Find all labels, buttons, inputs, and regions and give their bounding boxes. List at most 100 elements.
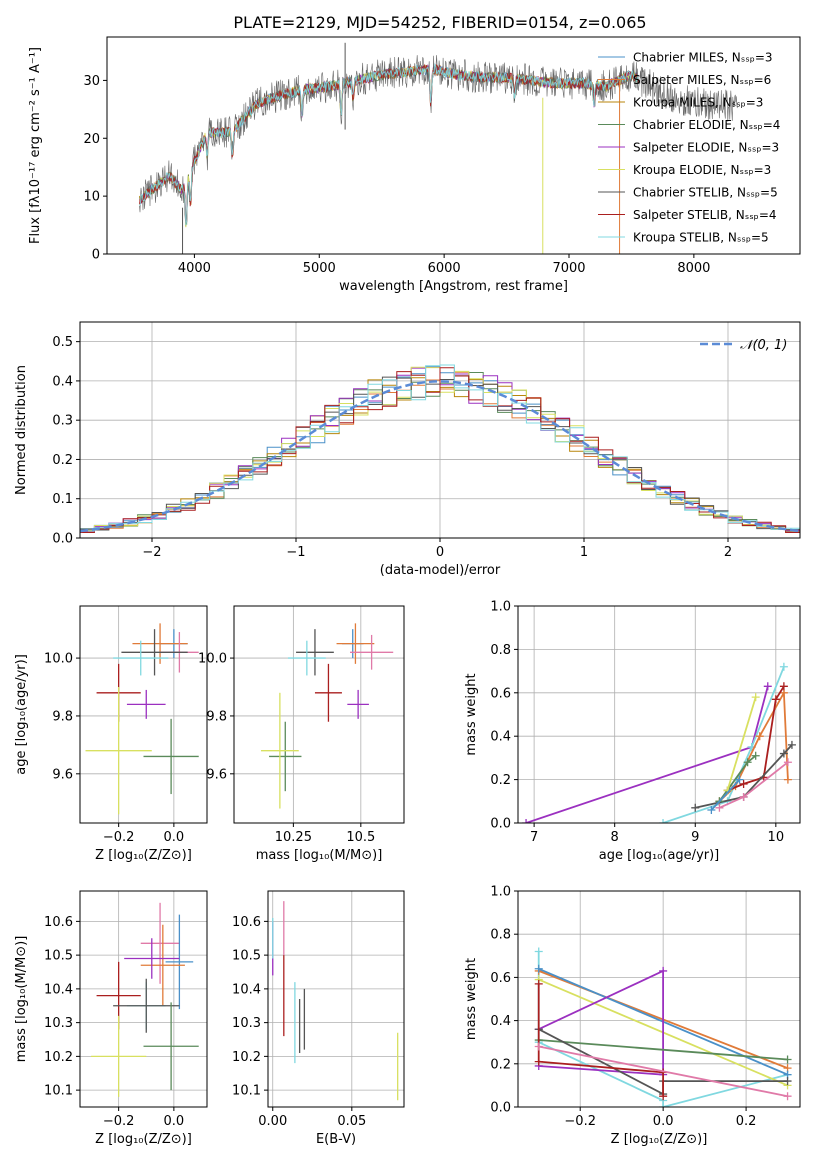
weight-marker-pink xyxy=(534,1042,543,1051)
y-tick-label: 10.4 xyxy=(232,982,261,997)
x-tick-label: 1 xyxy=(580,545,588,560)
y-tick-label: 1.0 xyxy=(490,600,511,615)
y-tick-label: 9.8 xyxy=(206,709,227,724)
figure-title: PLATE=2129, MJD=54252, FIBERID=0154, z=0… xyxy=(233,13,646,32)
y-axis-label: mass weight xyxy=(464,958,479,1040)
x-axis-label: Z [log₁₀(Z/Z⊙)] xyxy=(95,848,192,863)
weight-line-chabrier_elodie xyxy=(538,1039,788,1061)
y-tick-label: 9.6 xyxy=(206,767,227,782)
x-tick-label: −0.2 xyxy=(564,1114,596,1129)
panel-weight_vs_age: 7 8 9 10 0.0 0.2 0.4 0.6 0.8 1.0 age [log₁₀(age/yr… xyxy=(464,600,801,863)
weight-marker-kroupa_stelib xyxy=(779,662,788,671)
weight-marker-pink xyxy=(783,1092,792,1101)
axes-frame xyxy=(517,605,801,824)
x-axis-label: mass [log₁₀(M/M⊙)] xyxy=(256,848,383,863)
weight-marker-salpeter_stelib xyxy=(779,682,788,691)
y-tick-label: 10.1 xyxy=(44,1084,73,1099)
weight-marker-salpeter_miles xyxy=(755,732,764,741)
panel-spectrum: 4000 5000 6000 7000 8000 0 10 20 30 wavelength [A… xyxy=(28,36,801,294)
x-tick-label: 10 xyxy=(768,830,785,845)
weight-marker-salpeter_elodie xyxy=(763,682,772,691)
x-tick-label: 0.00 xyxy=(258,1114,287,1129)
x-tick-label: 0.0 xyxy=(653,1114,674,1129)
y-tick-label: 0.0 xyxy=(490,1101,511,1116)
plot-area-weight_vs_Z xyxy=(534,947,792,1107)
y-tick-label: 0.8 xyxy=(490,643,511,658)
x-axis-label: (data-model)/error xyxy=(380,563,501,578)
weight-marker-pink xyxy=(715,803,724,812)
axes-frame xyxy=(233,605,405,824)
y-tick-label: 0.4 xyxy=(52,374,73,389)
y-axis-label: mass weight xyxy=(464,673,479,755)
weight-line-kroupa_stelib xyxy=(662,666,785,823)
x-axis-label: E(B-V) xyxy=(316,1132,356,1147)
weight-marker-chabrier_miles xyxy=(707,805,716,814)
legend-label: Kroupa STELIB, Nₛₛₚ=5 xyxy=(633,231,769,245)
y-tick-label: 10.5 xyxy=(232,949,261,964)
y-tick-label: 10.6 xyxy=(232,915,261,930)
y-tick-label: 20 xyxy=(83,132,100,147)
panel-mass_vs_ebv: 0.00 0.05 10.1 10.2 10.3 10.4 10.5 10.6 E(B-V) xyxy=(232,890,405,1147)
panel-weight_vs_Z: −0.2 0.0 0.2 0.0 0.2 0.4 0.6 0.8 1.0 Z [log₁₀(Z/Z… xyxy=(464,885,801,1147)
y-tick-label: 0.5 xyxy=(52,335,73,350)
plot-area-mass_vs_Z xyxy=(91,902,199,1097)
plot-area-mass_vs_ebv xyxy=(272,901,399,1101)
x-tick-label: 7000 xyxy=(552,261,585,276)
x-tick-label: 9 xyxy=(691,830,699,845)
weight-marker-salpeter_stelib xyxy=(659,1092,668,1101)
y-tick-label: 10.3 xyxy=(232,1016,261,1031)
y-tick-label: 0 xyxy=(92,248,100,263)
x-tick-label: 2 xyxy=(724,545,732,560)
y-tick-label: 9.8 xyxy=(52,709,73,724)
x-axis-label: Z [log₁₀(Z/Z⊙)] xyxy=(95,1132,192,1147)
weight-line-salpeter_stelib xyxy=(537,983,664,1097)
spectrum-line xyxy=(139,65,639,227)
weight-marker-kroupa_stelib xyxy=(659,819,668,823)
x-tick-label: −2 xyxy=(142,545,161,560)
histogram-kroupa_stelib xyxy=(80,364,800,538)
x-tick-label: 6000 xyxy=(428,261,461,276)
normal-curve xyxy=(80,380,800,533)
weight-line-pink xyxy=(538,1045,788,1098)
x-axis-label: wavelength [Angstrom, rest frame] xyxy=(339,279,568,294)
y-tick-label: 0.1 xyxy=(52,492,73,507)
plot-area-age_vs_mass xyxy=(260,623,394,809)
y-tick-label: 0.6 xyxy=(490,971,511,986)
weight-marker-chabrier_stelib xyxy=(783,1077,792,1086)
legend-label: Salpeter STELIB, Nₛₛₚ=4 xyxy=(633,208,777,222)
y-tick-label: 0.6 xyxy=(490,686,511,701)
y-tick-label: 0.2 xyxy=(490,1057,511,1072)
plot-area-age_vs_Z xyxy=(85,623,199,815)
y-axis-label: mass [log₁₀(M/M⊙)] xyxy=(14,936,29,1063)
y-tick-label: 10.1 xyxy=(232,1084,261,1099)
legend-label: Chabrier MILES, Nₛₛₚ=3 xyxy=(633,51,773,65)
axes-frame xyxy=(79,605,208,824)
y-tick-label: 9.6 xyxy=(52,767,73,782)
x-tick-label: 5000 xyxy=(303,261,336,276)
weight-marker-salpeter_stelib xyxy=(534,1057,543,1066)
y-axis-label: Flux [fλ10⁻¹⁷ erg cm⁻² s⁻¹ A⁻¹] xyxy=(28,47,43,244)
x-tick-label: 8000 xyxy=(677,261,710,276)
spectrum-line xyxy=(139,64,639,228)
y-tick-label: 0.8 xyxy=(490,928,511,943)
spectrum-line xyxy=(139,65,639,227)
x-tick-label: −1 xyxy=(286,545,305,560)
x-tick-label: −0.2 xyxy=(103,830,135,845)
weight-marker-salpeter_stelib xyxy=(771,695,780,704)
y-tick-label: 10.0 xyxy=(44,652,73,667)
weight-marker-chabrier_miles xyxy=(735,775,744,784)
axes-frame xyxy=(79,890,208,1108)
weight-marker-chabrier_elodie xyxy=(783,1055,792,1064)
y-tick-label: 0.4 xyxy=(490,730,511,745)
x-tick-label: 0 xyxy=(436,545,444,560)
y-axis-label: age [log₁₀(age/yr)] xyxy=(14,654,29,775)
y-tick-label: 0.2 xyxy=(490,773,511,788)
panel-age_vs_Z: −0.2 0.0 9.6 9.8 10.0 Z [log₁₀(Z/Z⊙)] age [log… xyxy=(14,605,208,863)
y-tick-label: 0.0 xyxy=(490,817,511,832)
y-axis-label: Normed distribution xyxy=(14,365,29,495)
x-tick-label: 4000 xyxy=(178,261,211,276)
x-tick-label: 0.05 xyxy=(337,1114,366,1129)
y-tick-label: 10.3 xyxy=(44,1016,73,1031)
legend-label: Chabrier ELODIE, Nₛₛₚ=4 xyxy=(633,118,780,132)
x-axis-label: Z [log₁₀(Z/Z⊙)] xyxy=(611,1132,708,1147)
